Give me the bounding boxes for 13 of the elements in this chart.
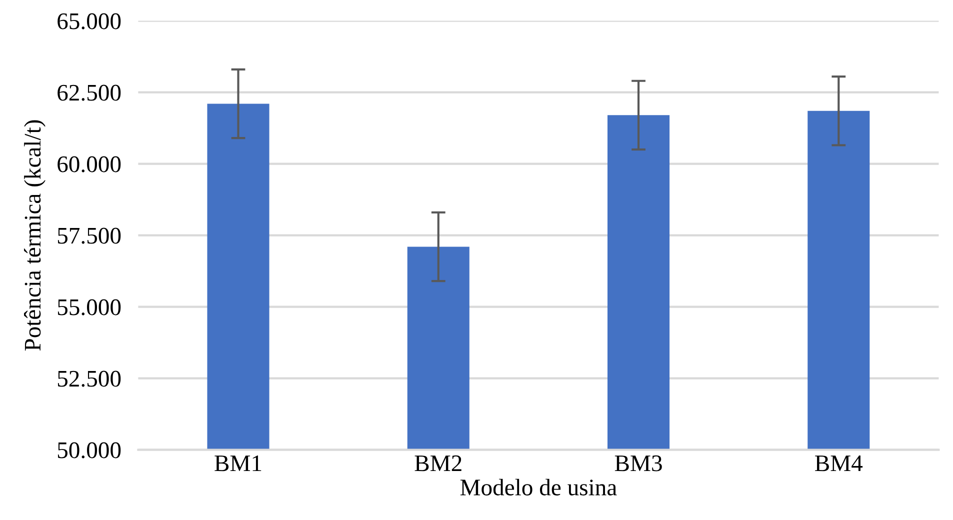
x-tick-label: BM2 [414,455,462,472]
x-tick-label: BM3 [614,455,662,472]
y-tick-label: 57.500 [58,228,121,244]
y-tick-label: 65.000 [58,13,121,30]
x-axis-title: Modelo de usina [460,478,617,496]
y-tick-label: 60.000 [58,156,121,172]
x-tick-label: BM4 [815,456,863,472]
y-axis-title: Potência térmica (kcal/t) [24,120,46,351]
y-tick-label: 52.500 [58,370,121,387]
y-tick-label: 50.000 [58,442,121,458]
y-tick-label: 62.500 [58,84,121,101]
y-tick-label: 55.000 [58,299,121,316]
x-tick-label: BM1 [214,455,262,472]
